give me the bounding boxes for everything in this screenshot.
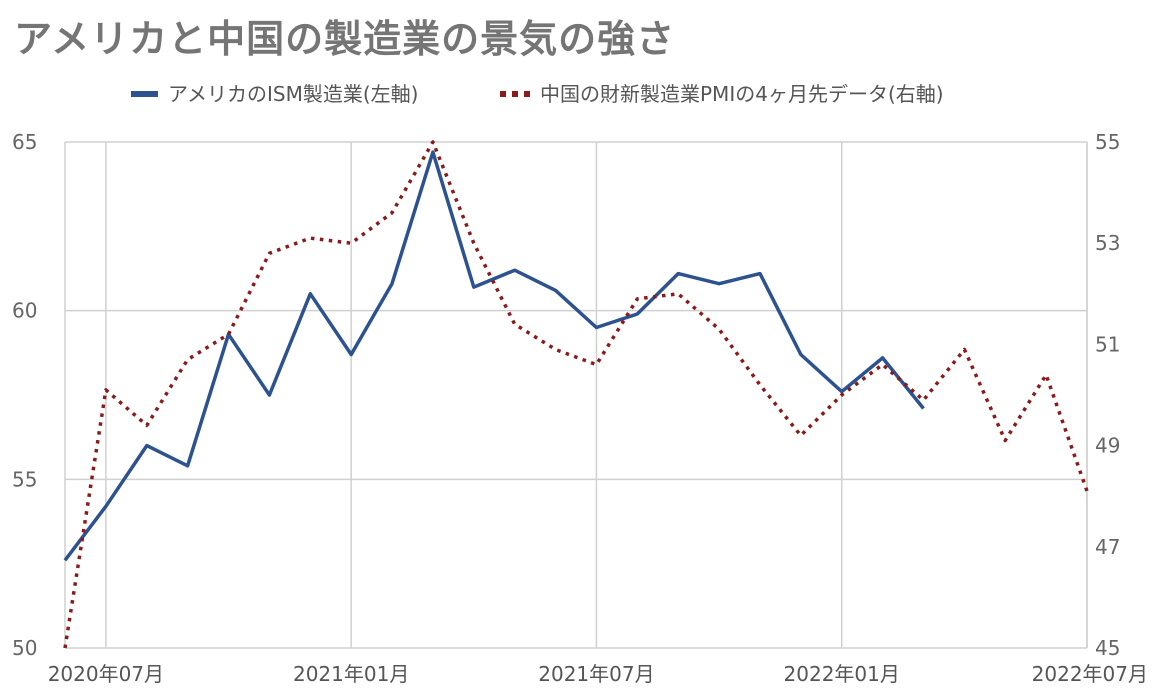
grid — [64, 141, 1088, 649]
axes: 50 55 60 65 2020年07月 2021年01月 2021年07月 2022年01月… — [12, 130, 1148, 686]
y-left-tick-label: 50 — [12, 636, 37, 660]
y-right-tick-label: 51 — [1095, 332, 1120, 356]
y-right-tick-label: 53 — [1095, 231, 1120, 255]
series-line-2 — [63, 140, 1089, 649]
series-layer — [63, 140, 1089, 649]
x-tick-label: 2021年01月 — [293, 662, 409, 686]
legend-label-us-ism: アメリカのISM製造業(左軸) — [168, 82, 418, 106]
x-tick-label: 2022年07月 — [1032, 662, 1148, 686]
y-left-tick-label: 60 — [12, 299, 37, 323]
y-right-tick-label: 45 — [1095, 636, 1120, 660]
y-right-tick-label: 47 — [1095, 535, 1120, 559]
x-tick-label: 2022年01月 — [784, 662, 900, 686]
y-left-tick-label: 55 — [12, 467, 37, 491]
y-right-tick-label: 49 — [1095, 434, 1120, 458]
legend: アメリカのISM製造業(左軸) 中国の財新製造業PMIの4ヶ月先データ(右軸) — [131, 82, 944, 106]
series-line-1 — [63, 150, 925, 562]
chart-title: アメリカと中国の製造業の景気の強さ — [14, 17, 676, 61]
x-tick-label: 2021年07月 — [538, 662, 654, 686]
y-left-tick-label: 65 — [12, 130, 37, 154]
legend-label-china-pmi: 中国の財新製造業PMIの4ヶ月先データ(右軸) — [540, 82, 944, 106]
y-right-tick-label: 55 — [1095, 130, 1120, 154]
x-tick-label: 2020年07月 — [48, 662, 164, 686]
